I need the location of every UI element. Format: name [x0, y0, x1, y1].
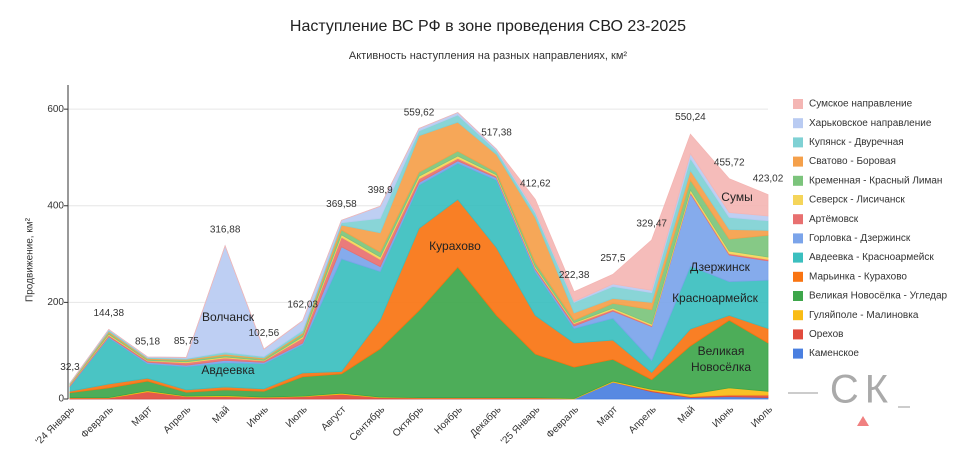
- x-tick-label: Ноябрь: [432, 404, 465, 437]
- legend-label: Горловка - Дзержинск: [809, 233, 911, 244]
- x-tick-label: Декабрь: [467, 404, 503, 440]
- total-label: 412,62: [520, 178, 551, 189]
- legend-label: Сумское направление: [809, 99, 913, 110]
- area-annotation: Сумы: [721, 190, 752, 204]
- total-label: 369,58: [326, 199, 357, 210]
- area-annotation: Новосёлка: [691, 360, 751, 374]
- legend-label: Марьинка - Курахово: [809, 271, 907, 282]
- legend-swatch: [793, 271, 803, 282]
- total-label: 222,38: [559, 270, 590, 281]
- total-label: 455,72: [714, 157, 745, 168]
- legend-swatch: [793, 118, 803, 129]
- legend-swatch: [793, 156, 803, 167]
- y-tick-label: 200: [47, 297, 64, 308]
- total-label: 144,38: [93, 308, 124, 319]
- legend-label: Гуляйполе - Малиновка: [809, 310, 919, 321]
- x-tick-label: Март: [595, 404, 620, 429]
- total-label: 329,47: [636, 218, 667, 229]
- y-tick-label: 0: [58, 394, 64, 405]
- x-tick-label: Февраль: [545, 404, 582, 441]
- chart-subtitle: Активность наступления на разных направл…: [349, 50, 628, 62]
- legend-swatch: [793, 175, 803, 186]
- x-tick-label: Май: [210, 404, 232, 426]
- legend-swatch: [793, 233, 803, 244]
- total-label: 102,56: [249, 328, 280, 339]
- total-label: 398,9: [368, 185, 393, 196]
- x-tick-label: Август: [319, 404, 348, 433]
- total-label: 559,62: [404, 107, 435, 118]
- logo: СК: [830, 368, 894, 412]
- legend-label: Артёмовск: [809, 214, 859, 225]
- area-annotation: Курахово: [429, 239, 481, 253]
- x-tick-label: Сентябрь: [347, 404, 387, 444]
- x-tick-label: '24 Январь: [34, 404, 77, 447]
- area-annotation: Авдеевка: [201, 363, 254, 377]
- total-label: 85,75: [174, 336, 199, 347]
- total-label: 162,03: [287, 299, 318, 310]
- x-tick-label: Апрель: [162, 404, 194, 436]
- x-tick-label: Июль: [284, 404, 310, 430]
- logo-triangle: [857, 416, 869, 426]
- x-tick-label: Октябрь: [390, 404, 426, 440]
- area-annotation: Дзержинск: [690, 260, 751, 274]
- legend-swatch: [793, 137, 803, 148]
- x-tick-label: Июнь: [245, 404, 271, 430]
- area: [69, 112, 769, 384]
- chart-title: Наступление ВС РФ в зоне проведения СВО …: [290, 18, 686, 35]
- area-annotation: Красноармейск: [672, 291, 759, 305]
- legend-label: Сватово - Боровая: [809, 156, 896, 167]
- legend-label: Кременная - Красный Лиман: [809, 175, 942, 186]
- area-annotation: Волчанск: [202, 310, 255, 324]
- y-tick-label: 400: [47, 200, 64, 211]
- total-label: 257,5: [600, 253, 625, 264]
- x-tick-label: Февраль: [79, 404, 116, 441]
- y-tick-label: 600: [47, 104, 64, 115]
- y-axis-label: Продвижение, км²: [25, 217, 36, 302]
- legend-label: Купянск - Двуречная: [809, 137, 904, 148]
- legend-label: Северск - Лисичанск: [809, 195, 905, 206]
- x-tick-label: '25 Январь: [499, 404, 542, 447]
- legend-swatch: [793, 348, 803, 359]
- legend-swatch: [793, 195, 803, 205]
- legend-swatch: [793, 291, 803, 301]
- legend-swatch: [793, 252, 803, 263]
- legend-swatch: [793, 310, 803, 321]
- area-annotation: Великая: [698, 344, 745, 358]
- x-tick-label: Июль: [749, 404, 775, 430]
- total-label: 517,38: [481, 128, 512, 139]
- legend-swatch: [793, 214, 803, 225]
- legend-label: Орехов: [809, 329, 843, 340]
- total-label: 316,88: [210, 225, 241, 236]
- x-tick-label: Июнь: [710, 404, 736, 430]
- total-label: 85,18: [135, 336, 160, 347]
- legend-label: Великая Новосёлка - Угледар: [809, 291, 948, 302]
- legend-label: Харьковское направление: [809, 118, 932, 129]
- legend-label: Авдеевка - Красноармейск: [809, 252, 934, 263]
- legend-label: Каменское: [809, 348, 859, 359]
- x-tick-label: Май: [676, 404, 698, 426]
- total-label: 423,02: [753, 173, 784, 184]
- legend-swatch: [793, 329, 803, 340]
- total-label: 32,3: [60, 362, 80, 373]
- x-tick-label: Апрель: [627, 404, 659, 436]
- total-label: 550,24: [675, 112, 706, 123]
- x-tick-label: Март: [130, 404, 155, 429]
- legend-swatch: [793, 99, 803, 109]
